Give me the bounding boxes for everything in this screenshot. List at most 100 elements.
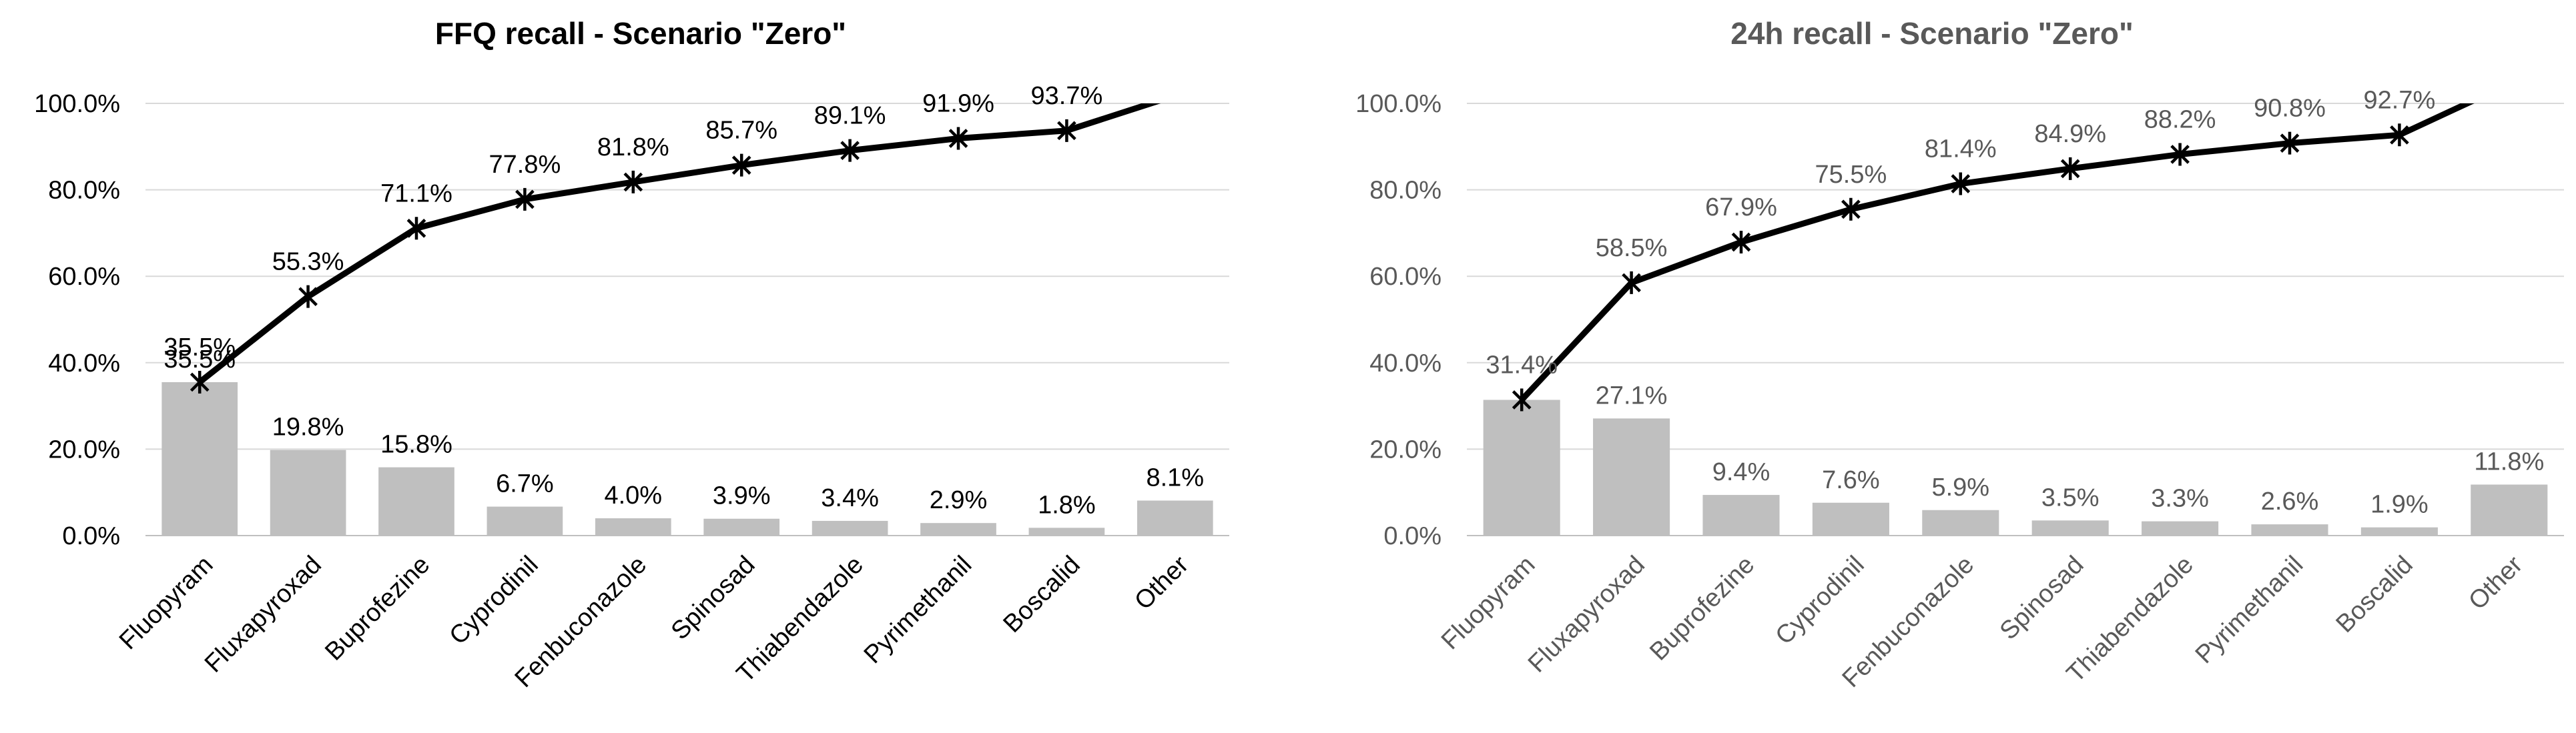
bar — [270, 450, 346, 536]
line-marker — [515, 187, 535, 211]
category-label: Boscalid — [2330, 551, 2418, 638]
line-data-label: 81.8% — [597, 133, 669, 161]
line-data-label: 84.9% — [2034, 120, 2106, 148]
y-tick-label: 60.0% — [1369, 263, 1441, 291]
category-label: Other — [1129, 550, 1194, 615]
y-tick-label: 20.0% — [1369, 436, 1441, 464]
y-tick-label: 0.0% — [1383, 522, 1441, 550]
category-label: Fluopyram — [1436, 551, 1541, 656]
bar-data-label: 3.9% — [713, 482, 771, 510]
y-tick-label: 40.0% — [48, 349, 120, 378]
y-tick-label: 0.0% — [62, 522, 120, 550]
y-tick-label: 100.0% — [34, 90, 120, 118]
bar — [2251, 524, 2328, 536]
bar — [920, 523, 996, 536]
bar — [487, 506, 563, 536]
ffq-recall-chart: FFQ recall - Scenario "Zero" 0.0% 20.0% 40… — [34, 16, 1229, 693]
line-data-label: 91.9% — [922, 89, 994, 117]
category-label: Buprofezine — [320, 551, 435, 666]
bar — [162, 382, 238, 536]
category-label: Spinosad — [1995, 551, 2089, 646]
line-data-label: 90.8% — [2254, 95, 2326, 123]
bar-data-label: 3.5% — [2041, 484, 2100, 512]
line-marker — [731, 153, 751, 177]
bar-data-label: 8.1% — [1146, 464, 1204, 492]
bar — [2360, 527, 2438, 536]
bar — [2471, 484, 2548, 536]
line-data-label: 88.2% — [2144, 105, 2216, 133]
bar — [703, 518, 780, 536]
category-label: Fluxapyroxad — [200, 551, 327, 678]
bar-data-label: 1.9% — [2370, 491, 2429, 519]
bar-data-label: 2.9% — [930, 486, 988, 514]
line-data-label: 31.4% — [1486, 351, 1558, 380]
category-label: Cyprodinil — [1770, 551, 1870, 650]
line-data-label: 85.7% — [705, 117, 777, 145]
bar — [1028, 528, 1105, 536]
bar — [812, 520, 888, 536]
line-marker — [1951, 172, 1971, 195]
line-data-label: 71.1% — [380, 179, 452, 207]
bar — [1702, 495, 1780, 536]
cumulative-line — [198, 103, 1161, 385]
category-label: Boscalid — [998, 551, 1085, 638]
chart-title: FFQ recall - Scenario "Zero" — [435, 16, 846, 51]
category-label: Cyprodinil — [444, 551, 544, 650]
line-data-label: 92.7% — [2364, 86, 2436, 114]
line-marker — [840, 139, 860, 162]
line-marker — [2060, 157, 2080, 180]
line-marker — [1841, 197, 1861, 221]
cumulative-line — [1519, 103, 2475, 402]
line-data-label: 35.5% — [164, 333, 236, 361]
bar-data-label: 9.4% — [1712, 458, 1770, 486]
line-marker — [2280, 131, 2300, 155]
line-marker — [1057, 119, 1076, 142]
category-label: Buprofezine — [1644, 551, 1760, 666]
line-marker — [2390, 123, 2409, 147]
line-marker — [623, 170, 643, 193]
bar-data-label: 11.8% — [2474, 448, 2544, 476]
category-label: Fluopyram — [114, 551, 219, 656]
category-label: Spinosad — [666, 551, 761, 646]
bar — [2031, 520, 2109, 536]
line-marker — [948, 127, 968, 150]
bar — [378, 467, 454, 536]
line-marker — [1622, 271, 1641, 294]
bar — [595, 518, 671, 536]
line-data-label: 77.8% — [489, 151, 561, 179]
line-data-label: 81.4% — [1925, 135, 1997, 163]
bar — [1137, 500, 1213, 536]
bar — [1922, 510, 1999, 536]
bar-data-label: 5.9% — [1931, 474, 1989, 502]
bar-data-label: 6.7% — [496, 470, 554, 498]
line-marker — [2170, 143, 2190, 166]
bar-data-label: 19.8% — [272, 414, 344, 442]
line-data-label: 55.3% — [272, 248, 344, 276]
category-label: Pyrimethanil — [859, 551, 978, 670]
y-tick-label: 20.0% — [48, 436, 120, 464]
bar — [2142, 521, 2219, 536]
line-marker — [406, 217, 426, 240]
line-data-label: 67.9% — [1705, 193, 1777, 221]
bar-data-label: 3.3% — [2151, 485, 2209, 513]
bar — [1483, 400, 1560, 536]
y-tick-label: 40.0% — [1369, 349, 1441, 378]
bar-data-label: 27.1% — [1596, 382, 1668, 410]
line-data-label: 89.1% — [814, 102, 886, 130]
bar-data-label: 7.6% — [1822, 466, 1880, 494]
y-tick-label: 60.0% — [48, 263, 120, 291]
bar-data-label: 4.0% — [604, 482, 662, 510]
y-tick-label: 80.0% — [48, 177, 120, 205]
24h-recall-chart: 24h recall - Scenario "Zero" 0.0% 20.0% 40… — [1355, 16, 2564, 693]
line-marker — [298, 285, 318, 308]
line-marker — [1731, 231, 1751, 254]
bar-data-label: 15.8% — [380, 431, 452, 459]
category-label: Other — [2463, 550, 2528, 615]
line-marker — [190, 370, 210, 394]
bar — [1812, 502, 1889, 536]
y-tick-label: 100.0% — [1355, 90, 1441, 118]
line-marker — [1512, 388, 1532, 412]
category-label: Pyrimethanil — [2190, 551, 2309, 670]
category-label: Fluxapyroxad — [1523, 551, 1650, 678]
